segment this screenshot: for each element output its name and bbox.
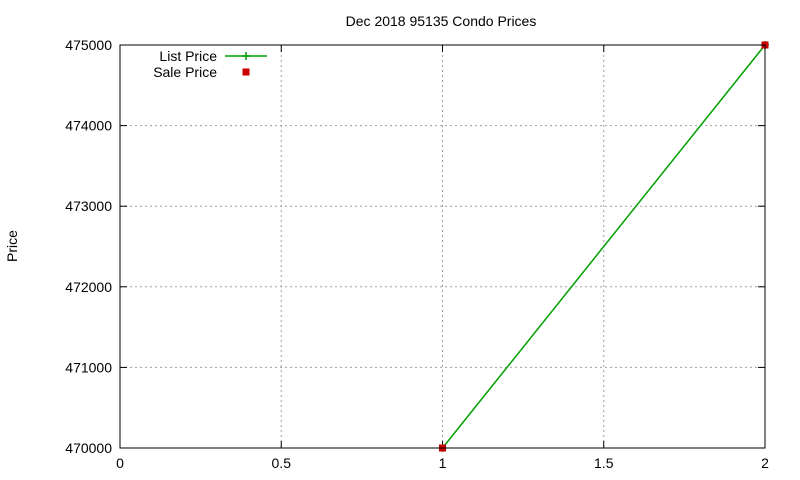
y-tick-label: 471000 — [65, 359, 112, 375]
x-tick-label: 2 — [761, 455, 769, 471]
plot-frame — [119, 44, 766, 449]
legend-label: List Price — [159, 48, 217, 64]
legend-label: Sale Price — [153, 64, 217, 80]
list-price-line — [441, 44, 766, 449]
grid-lines — [120, 45, 765, 448]
y-tick-label: 472000 — [65, 279, 112, 295]
chart-title: Dec 2018 95135 Condo Prices — [346, 13, 537, 29]
x-tick-label: 0.5 — [272, 455, 292, 471]
y-tick-label: 473000 — [65, 198, 112, 214]
legend-swatch-marker — [242, 68, 250, 76]
x-tick-label: 1.5 — [594, 455, 614, 471]
y-axis-label: Price — [4, 230, 20, 262]
y-tick-label: 475000 — [65, 37, 112, 53]
axis-ticks: 0 0.5 1 1.5 2 470000 471000 472000 473000 474000 4… — [65, 37, 769, 471]
x-tick-label: 0 — [116, 455, 124, 471]
y-tick-label: 474000 — [65, 118, 112, 134]
x-tick-label: 1 — [439, 455, 447, 471]
y-tick-label: 470000 — [65, 440, 112, 456]
